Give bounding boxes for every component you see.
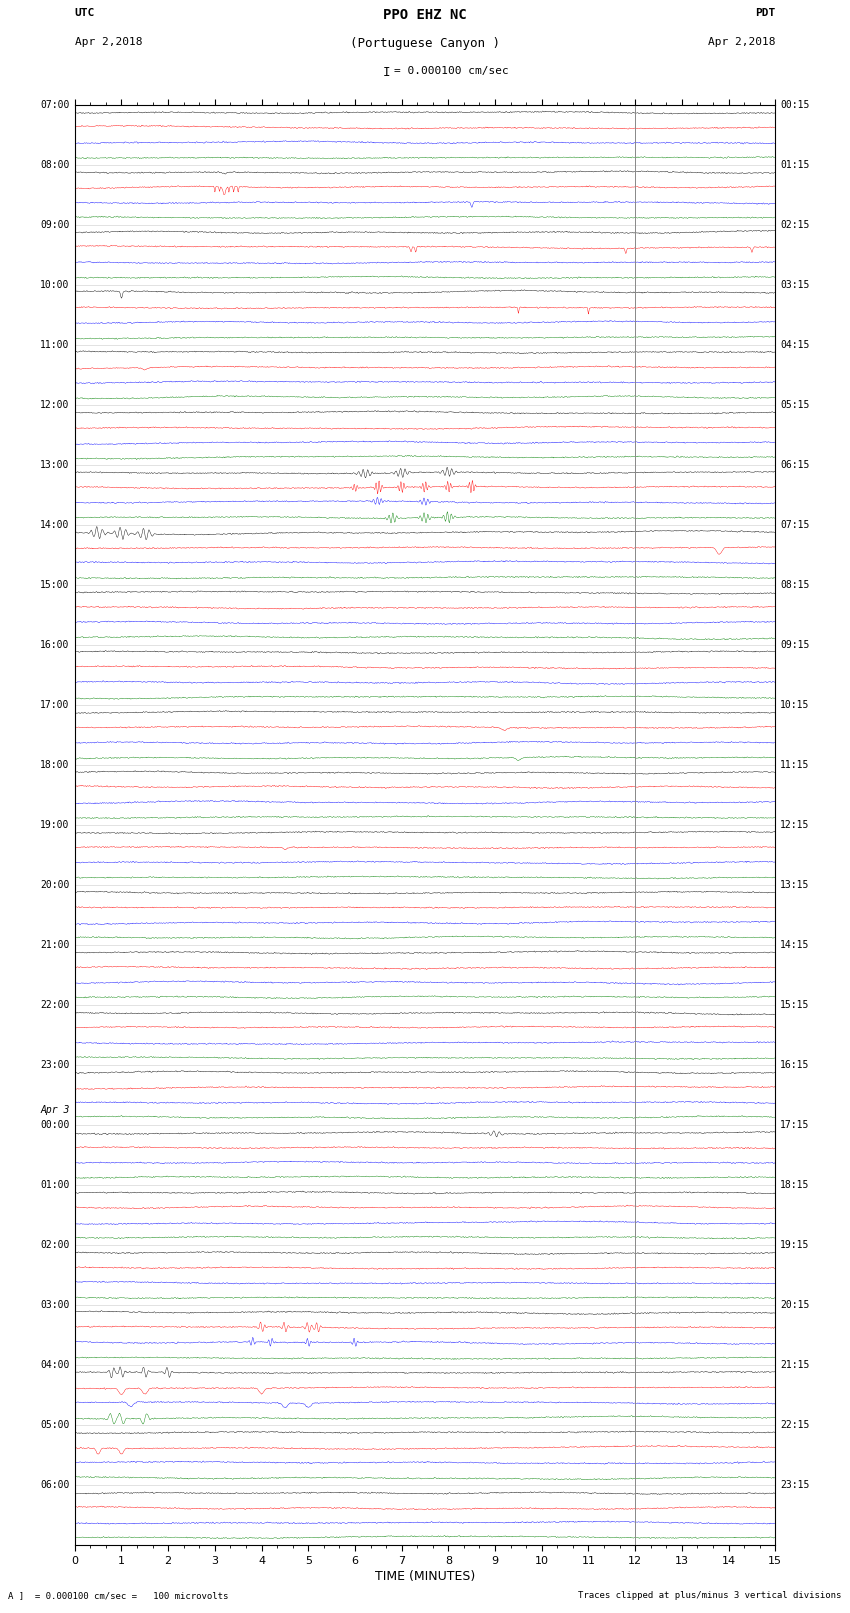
Text: 02:15: 02:15 [780,219,810,231]
Text: 07:15: 07:15 [780,519,810,531]
Text: 10:15: 10:15 [780,700,810,710]
Text: I: I [383,66,390,79]
Text: PDT: PDT [755,8,775,18]
Text: 02:00: 02:00 [40,1240,70,1250]
Text: Apr 2,2018: Apr 2,2018 [75,37,142,47]
Text: 07:00: 07:00 [40,100,70,110]
Text: 05:15: 05:15 [780,400,810,410]
Text: 10:00: 10:00 [40,281,70,290]
Text: 23:15: 23:15 [780,1481,810,1490]
Text: 18:00: 18:00 [40,760,70,769]
Text: 14:15: 14:15 [780,940,810,950]
Text: 08:00: 08:00 [40,160,70,169]
Text: 15:15: 15:15 [780,1000,810,1010]
Text: 23:00: 23:00 [40,1060,70,1069]
Text: 17:15: 17:15 [780,1119,810,1131]
Text: 15:00: 15:00 [40,581,70,590]
Text: 06:00: 06:00 [40,1481,70,1490]
Text: 04:15: 04:15 [780,340,810,350]
Text: 01:15: 01:15 [780,160,810,169]
Text: 03:00: 03:00 [40,1300,70,1310]
Text: 06:15: 06:15 [780,460,810,469]
Text: = 0.000100 cm/sec: = 0.000100 cm/sec [394,66,508,76]
X-axis label: TIME (MINUTES): TIME (MINUTES) [375,1569,475,1582]
Text: 09:15: 09:15 [780,640,810,650]
Text: UTC: UTC [75,8,95,18]
Text: 00:00: 00:00 [40,1119,70,1131]
Text: 11:00: 11:00 [40,340,70,350]
Text: 13:15: 13:15 [780,881,810,890]
Text: 12:00: 12:00 [40,400,70,410]
Text: 22:15: 22:15 [780,1419,810,1431]
Text: 13:00: 13:00 [40,460,70,469]
Text: 03:15: 03:15 [780,281,810,290]
Text: 05:00: 05:00 [40,1419,70,1431]
Text: 08:15: 08:15 [780,581,810,590]
Text: 12:15: 12:15 [780,819,810,831]
Text: 20:15: 20:15 [780,1300,810,1310]
Text: 19:15: 19:15 [780,1240,810,1250]
Text: 00:15: 00:15 [780,100,810,110]
Text: Apr 3: Apr 3 [40,1105,70,1115]
Text: 11:15: 11:15 [780,760,810,769]
Text: 19:00: 19:00 [40,819,70,831]
Text: 14:00: 14:00 [40,519,70,531]
Text: Apr 2,2018: Apr 2,2018 [708,37,775,47]
Text: 16:15: 16:15 [780,1060,810,1069]
Text: 21:15: 21:15 [780,1360,810,1369]
Text: 20:00: 20:00 [40,881,70,890]
Text: 04:00: 04:00 [40,1360,70,1369]
Text: PPO EHZ NC: PPO EHZ NC [383,8,467,23]
Text: 17:00: 17:00 [40,700,70,710]
Text: A ]  = 0.000100 cm/sec =   100 microvolts: A ] = 0.000100 cm/sec = 100 microvolts [8,1590,229,1600]
Text: 22:00: 22:00 [40,1000,70,1010]
Text: 09:00: 09:00 [40,219,70,231]
Text: (Portuguese Canyon ): (Portuguese Canyon ) [350,37,500,50]
Text: Traces clipped at plus/minus 3 vertical divisions: Traces clipped at plus/minus 3 vertical … [578,1590,842,1600]
Text: 16:00: 16:00 [40,640,70,650]
Text: 01:00: 01:00 [40,1181,70,1190]
Text: 21:00: 21:00 [40,940,70,950]
Text: 18:15: 18:15 [780,1181,810,1190]
